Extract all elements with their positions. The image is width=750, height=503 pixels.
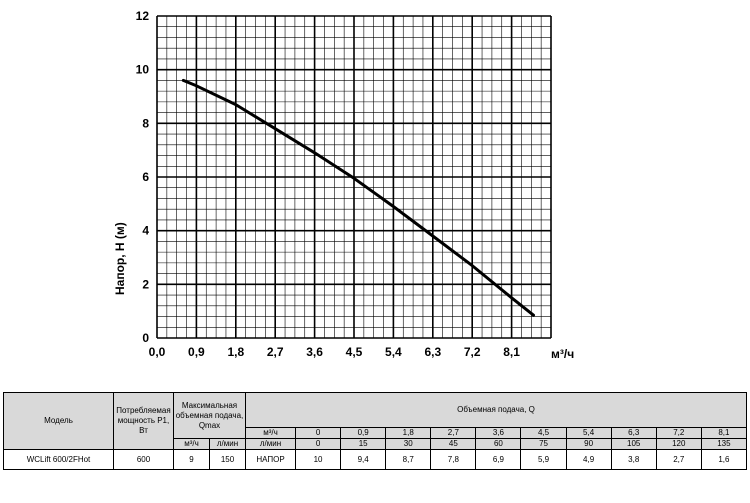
flow-m3h-cell: 6,3 bbox=[610, 427, 657, 439]
y-tick-label: 12 bbox=[136, 9, 150, 23]
row-flow-m3h: м³/ч 0 0,9 1,8 2,7 3,6 4,5 5,4 6,3 7,2 8,1 bbox=[4, 427, 748, 439]
x-tick-label: 4,5 bbox=[346, 345, 363, 359]
row-flow-lmin: м³/ч л/мин л/мин 0 15 30 45 60 75 90 105 120 135 bbox=[4, 438, 748, 450]
head-curve-line bbox=[181, 78, 535, 317]
x-axis-label: м³/ч bbox=[551, 347, 574, 361]
unit-lmin: л/мин bbox=[245, 438, 296, 450]
flow-lmin-cell: 45 bbox=[430, 438, 477, 450]
y-tick-label: 6 bbox=[142, 170, 149, 184]
flow-lmin-cell: 75 bbox=[520, 438, 567, 450]
head-value-cell: 7,8 bbox=[430, 449, 477, 470]
flow-lmin-cell: 105 bbox=[610, 438, 657, 450]
qmax-unit-m3h: м³/ч bbox=[173, 438, 210, 450]
flow-lmin-cell: 135 bbox=[700, 438, 748, 450]
head-value-cell: 10 bbox=[294, 449, 342, 470]
flow-lmin-cell: 0 bbox=[294, 438, 342, 450]
x-tick-labels: 0,0 0,9 1,8 2,7 3,6 4,5 5,4 6,3 7,2 8,1 bbox=[149, 345, 521, 359]
flow-m3h-cell: 5,4 bbox=[565, 427, 612, 439]
head-value-cell: 2,7 bbox=[655, 449, 702, 470]
flow-m3h-cell: 7,2 bbox=[655, 427, 702, 439]
flow-lmin-cell: 30 bbox=[385, 438, 432, 450]
head-label: НАПОР bbox=[245, 449, 296, 470]
x-tick-label: 0,0 bbox=[149, 345, 166, 359]
x-tick-label: 0,9 bbox=[188, 345, 205, 359]
flow-m3h-cell: 3,6 bbox=[475, 427, 522, 439]
y-tick-label: 10 bbox=[136, 63, 150, 77]
flow-m3h-cell: 4,5 bbox=[520, 427, 567, 439]
pump-curve-chart: 0 2 4 6 8 10 12 0,0 0,9 1,8 2,7 3,6 4,5 5,4 6,3 7,2 8,1… bbox=[113, 9, 574, 361]
y-axis-label: Напор, Н (м) bbox=[113, 222, 127, 295]
model-name: WCLift 600/2FHot bbox=[3, 449, 114, 470]
y-tick-label: 8 bbox=[142, 116, 149, 130]
x-tick-label: 2,7 bbox=[267, 345, 284, 359]
head-value-cell: 4,9 bbox=[565, 449, 612, 470]
flow-m3h-cell: 0,9 bbox=[340, 427, 387, 439]
x-tick-label: 8,1 bbox=[503, 345, 520, 359]
x-tick-label: 6,3 bbox=[424, 345, 441, 359]
y-tick-label: 4 bbox=[142, 224, 149, 238]
qmax-lmin-value: 150 bbox=[209, 449, 246, 470]
x-tick-label: 1,8 bbox=[227, 345, 244, 359]
power-value: 600 bbox=[113, 449, 174, 470]
x-tick-label: 3,6 bbox=[306, 345, 323, 359]
row-model-data: WCLift 600/2FHot 600 9 150 НАПОР 10 9,4 8,… bbox=[3, 449, 748, 470]
unit-m3h: м³/ч bbox=[245, 427, 296, 439]
head-value-cell: 9,4 bbox=[340, 449, 387, 470]
flow-lmin-cell: 120 bbox=[655, 438, 702, 450]
grid-major bbox=[156, 15, 552, 339]
flow-lmin-cell: 90 bbox=[565, 438, 612, 450]
y-tick-label: 0 bbox=[142, 331, 149, 345]
qmax-unit-lmin: л/мин bbox=[209, 438, 246, 450]
head-value-cell: 5,9 bbox=[520, 449, 567, 470]
flow-m3h-cell: 8,1 bbox=[700, 427, 748, 439]
flow-lmin-cell: 15 bbox=[340, 438, 387, 450]
header-qmax: Максимальная объемная подача, Qmax bbox=[173, 392, 246, 439]
head-value-cell: 1,6 bbox=[700, 449, 748, 470]
header-model: Модель bbox=[3, 392, 114, 450]
x-tick-label: 5,4 bbox=[385, 345, 402, 359]
y-tick-label: 2 bbox=[142, 277, 149, 291]
flow-m3h-cell: 2,7 bbox=[430, 427, 477, 439]
flow-lmin-cell: 60 bbox=[475, 438, 522, 450]
y-tick-labels: 0 2 4 6 8 10 12 bbox=[136, 9, 150, 345]
header-flow: Объемная подача, Q bbox=[245, 392, 747, 428]
flow-m3h-cell: 1,8 bbox=[385, 427, 432, 439]
head-curve bbox=[181, 78, 535, 317]
flow-m3h-cell: 0 bbox=[294, 427, 342, 439]
header-power: Потребляемая мощность P1, Вт bbox=[113, 392, 174, 450]
x-tick-label: 7,2 bbox=[464, 345, 481, 359]
head-value-cell: 6,9 bbox=[475, 449, 522, 470]
head-value-cell: 3,8 bbox=[610, 449, 657, 470]
spec-table: Модель Потребляемая мощность P1, Вт Макс… bbox=[3, 392, 748, 470]
head-value-cell: 8,7 bbox=[385, 449, 432, 470]
qmax-m3h-value: 9 bbox=[173, 449, 210, 470]
